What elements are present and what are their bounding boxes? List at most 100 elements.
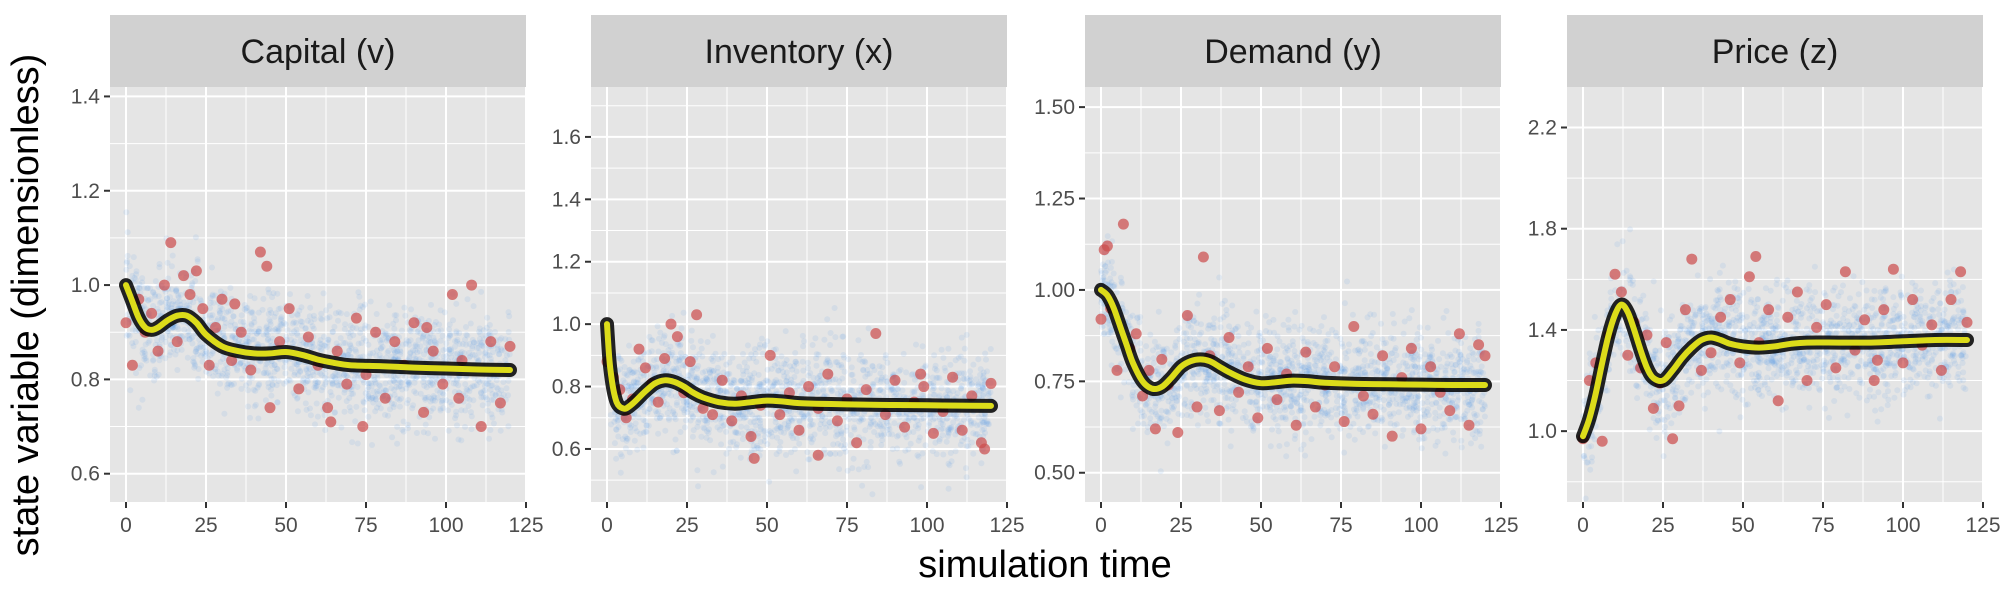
observation-point: [446, 289, 458, 300]
cloud-point: [1442, 369, 1449, 376]
cloud-point: [774, 425, 781, 432]
cloud-point: [453, 338, 460, 345]
cloud-point: [401, 304, 408, 311]
cloud-point: [1222, 343, 1229, 350]
cloud-point: [1447, 351, 1454, 358]
cloud-point: [1099, 277, 1106, 284]
cloud-point: [918, 484, 925, 491]
cloud-point: [452, 415, 459, 422]
observation-point: [659, 352, 671, 364]
cloud-point: [1101, 330, 1108, 337]
observation-point: [966, 390, 978, 402]
cloud-point: [717, 387, 724, 394]
cloud-point: [1107, 275, 1114, 282]
cloud-point: [646, 333, 653, 340]
grid: [110, 87, 526, 502]
cloud-point: [885, 431, 892, 438]
cloud-point: [383, 354, 390, 361]
cloud-point: [316, 344, 323, 351]
cloud-point: [626, 366, 633, 373]
observation-point: [341, 378, 353, 390]
cloud-point: [974, 422, 980, 429]
cloud-point: [1452, 361, 1459, 368]
cloud-point: [939, 416, 946, 423]
cloud-point: [838, 428, 845, 435]
cloud-point: [698, 433, 705, 440]
cloud-point: [441, 309, 448, 316]
cloud-point: [1217, 324, 1224, 331]
cloud-point: [1190, 371, 1197, 378]
cloud-point: [1239, 415, 1246, 421]
cloud-point: [266, 316, 273, 323]
cloud-point: [361, 325, 368, 332]
cloud-point: [822, 380, 829, 387]
cloud-point: [1359, 366, 1366, 373]
cloud-point: [1404, 413, 1411, 420]
cloud-point: [412, 347, 419, 354]
cloud-point: [857, 415, 863, 422]
cloud-point: [1364, 314, 1371, 321]
cloud-point: [482, 349, 489, 356]
cloud-point: [321, 374, 328, 381]
cloud-point: [953, 412, 960, 419]
cloud-point: [862, 359, 869, 366]
cloud-point: [933, 451, 940, 458]
cloud-point: [835, 384, 842, 391]
cloud-point: [980, 374, 987, 381]
cloud-point: [982, 412, 989, 419]
cloud-point: [942, 392, 949, 399]
cloud-point: [291, 371, 298, 378]
cloud-point: [1356, 426, 1363, 432]
cloud-point: [373, 352, 380, 359]
cloud-point: [943, 438, 950, 445]
cloud-point: [443, 353, 450, 360]
cloud-point: [775, 367, 781, 374]
cloud-point: [432, 319, 439, 325]
cloud-point: [1210, 341, 1217, 347]
cloud-point: [752, 415, 759, 422]
cloud-point: [1381, 371, 1388, 378]
cloud-point: [878, 376, 885, 383]
cloud-point: [755, 445, 762, 452]
cloud-point: [926, 411, 933, 418]
cloud-point: [703, 434, 710, 441]
cloud-point: [174, 367, 181, 373]
cloud-point: [712, 350, 719, 357]
cloud-point: [1232, 408, 1239, 415]
cloud-point: [1417, 414, 1424, 421]
cloud-point: [1256, 354, 1262, 361]
cloud-point: [473, 355, 480, 362]
cloud-point: [1444, 360, 1451, 367]
cloud-point: [388, 385, 395, 392]
cloud-point: [1289, 363, 1296, 370]
cloud-point: [440, 353, 447, 360]
cloud-point: [726, 370, 733, 377]
cloud-point: [860, 436, 867, 443]
cloud-point: [895, 432, 902, 439]
cloud-point: [937, 420, 944, 427]
cloud-point: [1172, 344, 1179, 351]
cloud-point: [382, 387, 389, 394]
cloud-point: [329, 373, 336, 380]
cloud-point: [863, 458, 870, 465]
cloud-point: [259, 306, 266, 313]
cloud-point: [202, 350, 209, 357]
cloud-point: [1475, 334, 1482, 341]
cloud-point: [1099, 275, 1106, 282]
cloud-point: [945, 460, 952, 467]
cloud-point: [345, 351, 352, 358]
cloud-point: [1458, 416, 1464, 423]
cloud-point: [336, 374, 343, 381]
cloud-point: [1100, 331, 1107, 337]
cloud-point: [1392, 390, 1399, 397]
cloud-point: [462, 336, 468, 343]
cloud-point: [340, 352, 347, 359]
cloud-point: [679, 405, 685, 412]
cloud-point: [237, 361, 244, 367]
cloud-point: [659, 362, 666, 369]
cloud-point: [866, 370, 873, 377]
x-tick-label: 50: [755, 514, 778, 537]
cloud-point: [685, 372, 692, 378]
cloud-point: [1276, 443, 1283, 449]
cloud-point: [699, 353, 706, 360]
